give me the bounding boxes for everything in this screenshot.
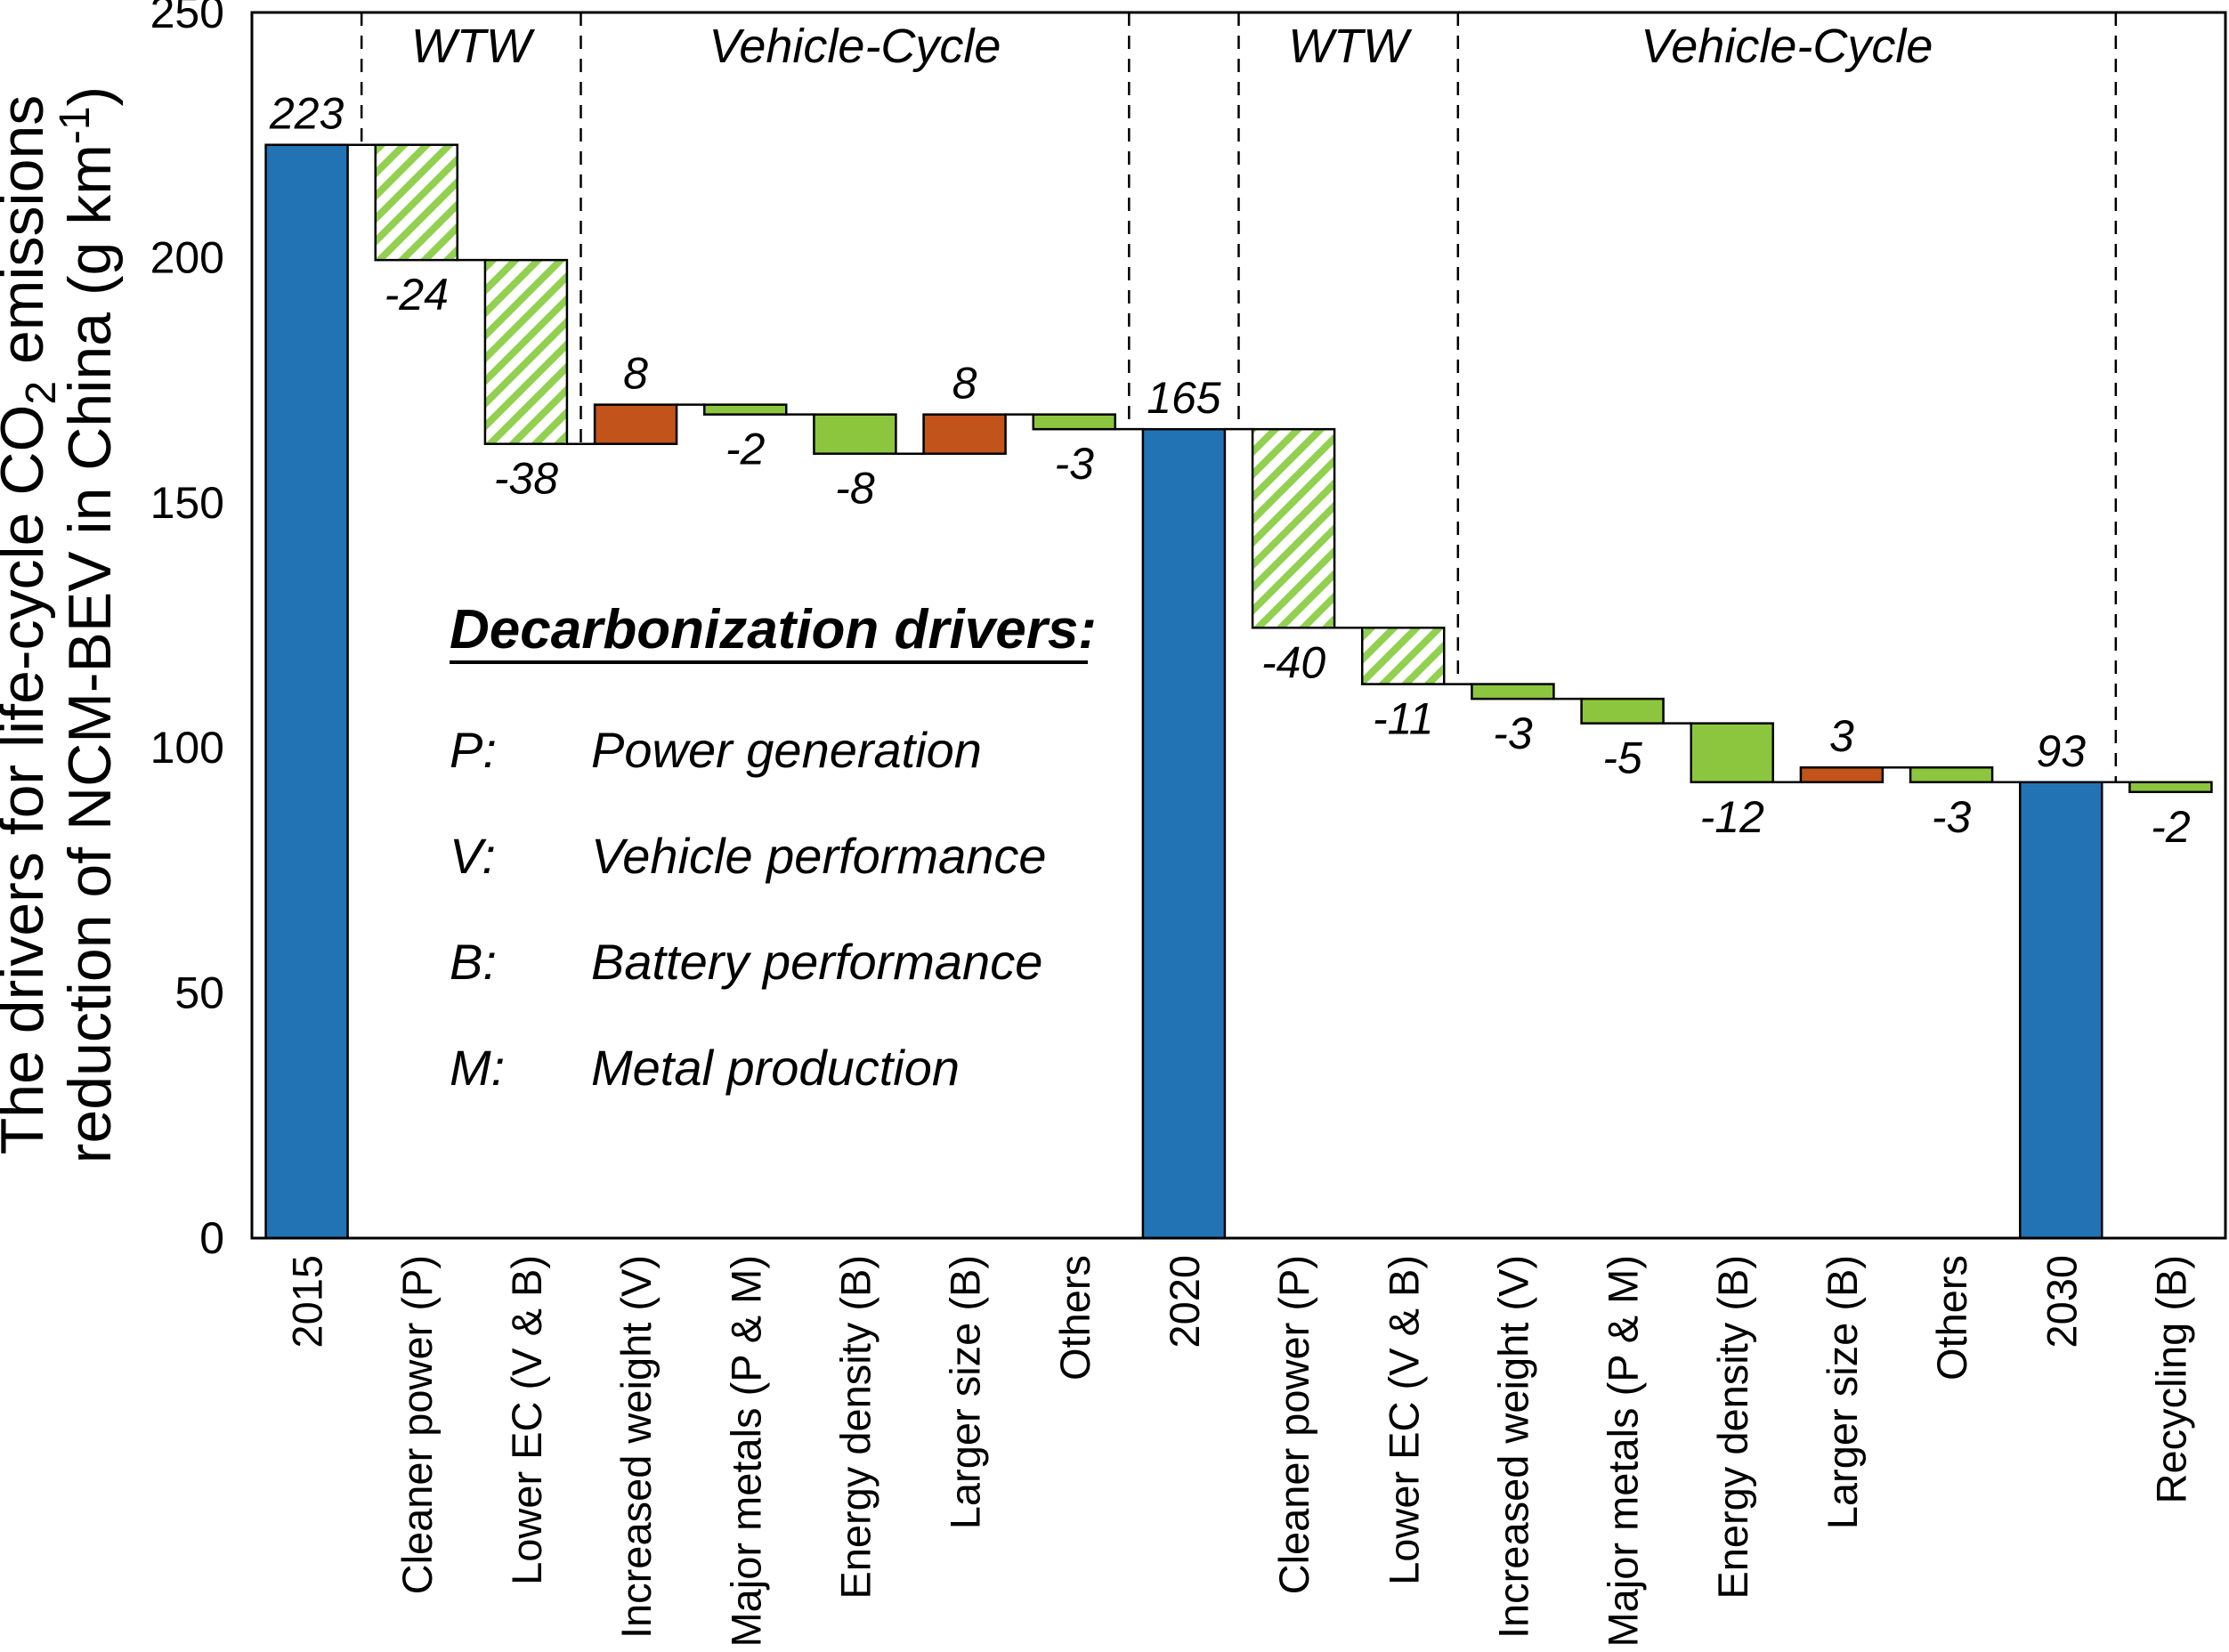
x-axis-label: 2020: [1161, 1255, 1208, 1348]
y-axis-tick-label: 150: [150, 478, 224, 528]
bar-2030: [2019, 781, 2103, 1240]
bar-value-label: 8: [623, 349, 648, 399]
legend-item-desc: Battery performance: [591, 934, 1042, 990]
legend-item-desc: Metal production: [591, 1040, 960, 1096]
y-axis-tick-label: 250: [150, 0, 224, 37]
bar-others: [1909, 765, 1994, 784]
x-axis-label: Recycling (B): [2147, 1255, 2194, 1503]
x-axis-label: Lower EC (V & B): [1380, 1255, 1427, 1585]
separator-lines: [360, 12, 2118, 782]
legend-item-key: V:: [450, 828, 496, 884]
legend-item-desc: Power generation: [591, 722, 982, 778]
bar-2020: [1141, 427, 1227, 1240]
bar-increased-weight-v-: [1471, 683, 1555, 700]
x-axis-label: 2030: [2038, 1255, 2085, 1348]
bar-value-label: -5: [1602, 733, 1642, 783]
bar-value-label: -3: [1055, 439, 1095, 489]
x-axis-label: Increased weight (V): [612, 1255, 660, 1639]
bar-value-label: -11: [1373, 694, 1434, 744]
connector-lines: [346, 143, 2131, 784]
bar-2015: [264, 143, 349, 1240]
legend-item-desc: Vehicle performance: [591, 828, 1047, 884]
bar-others: [1032, 413, 1116, 431]
legend-item-key: P:: [450, 722, 497, 778]
x-axis-label: Others: [1051, 1255, 1098, 1381]
bar-value-label: -24: [385, 270, 449, 320]
bar-value-label: -40: [1261, 637, 1325, 687]
x-axis-label: Lower EC (V & B): [503, 1255, 550, 1585]
bar-value-label: 165: [1147, 373, 1221, 423]
bar-major-metals-p-m-: [1580, 697, 1665, 725]
bar-value-label: 3: [1829, 711, 1854, 761]
plot-border: [250, 11, 2227, 1240]
x-axis-label: Major metals (P & M): [722, 1255, 769, 1648]
bar-value-label: -8: [835, 464, 875, 514]
bar-value-label: -3: [1932, 792, 1972, 842]
bar-value-label: -3: [1493, 709, 1533, 758]
x-axis-label: Larger size (B): [942, 1255, 989, 1529]
bar-increased-weight-v-: [593, 403, 678, 445]
bar-energy-density-b-: [813, 413, 897, 455]
x-axis-label: Increased weight (V): [1489, 1255, 1536, 1639]
x-axis-label: Larger size (B): [1819, 1255, 1866, 1529]
bar-value-label: 8: [952, 359, 977, 409]
bar-energy-density-b-: [1690, 722, 1774, 784]
x-axis-label: Energy density (B): [831, 1255, 879, 1599]
section-label: WTW: [1288, 20, 1413, 73]
x-axis-label: Cleaner power (P): [1270, 1255, 1317, 1594]
y-axis-title: reduction of NCM-BEV in China (g km-1​): [52, 86, 124, 1163]
y-axis-tick-label: 200: [150, 232, 224, 282]
bar-value-label: -2: [725, 425, 766, 474]
section-label: Vehicle-Cycle: [709, 20, 1001, 73]
y-axis-tick-label: 0: [199, 1213, 224, 1263]
section-label: WTW: [411, 20, 536, 73]
bar-major-metals-p-m-: [703, 403, 788, 416]
bar-cleaner-power-p-: [1251, 427, 1336, 629]
bar-larger-size-b-: [922, 413, 1007, 455]
section-label: Vehicle-Cycle: [1641, 20, 1933, 73]
bar-value-label: 223: [269, 89, 344, 139]
x-axis-label: 2015: [284, 1255, 331, 1348]
bar-lower-ec-v-b-: [483, 258, 569, 445]
bar-value-label: 93: [2036, 726, 2086, 776]
bar-cleaner-power-p-: [374, 143, 458, 262]
x-axis-label: Major metals (P & M): [1600, 1255, 1647, 1648]
legend-item-key: M:: [450, 1040, 505, 1096]
x-axis-label: Others: [1928, 1255, 1975, 1381]
bar-larger-size-b-: [1799, 765, 1885, 784]
legend-title: Decarbonization drivers:: [450, 599, 1097, 660]
bar-lower-ec-v-b-: [1361, 627, 1446, 685]
bar-value-label: -38: [494, 454, 558, 504]
x-axis-label: Cleaner power (P): [393, 1255, 441, 1594]
legend-item-key: B:: [450, 934, 497, 990]
x-axis-label: Energy density (B): [1709, 1255, 1756, 1599]
bar-value-label: -12: [1700, 792, 1764, 842]
y-axis-tick-label: 100: [150, 723, 224, 773]
bar-recycling-b-: [2128, 781, 2213, 794]
y-axis-title: The drivers for life-cycle CO2​ emission…: [0, 95, 65, 1155]
y-axis-tick-label: 50: [174, 968, 224, 1018]
bar-value-label: -2: [2151, 802, 2191, 852]
